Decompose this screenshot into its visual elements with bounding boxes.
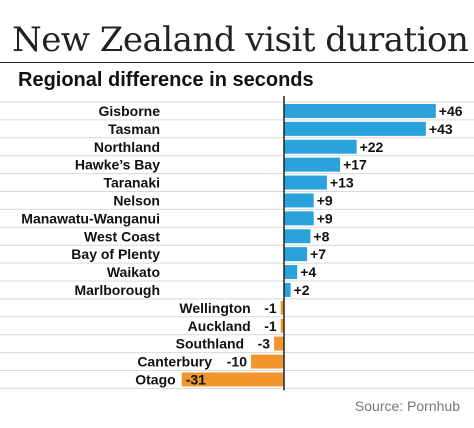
bar	[284, 247, 308, 262]
data-label: -1	[264, 300, 277, 316]
category-label: Southland	[176, 336, 244, 352]
bar	[251, 354, 284, 369]
category-label: Waikato	[107, 264, 160, 280]
bar	[284, 282, 291, 297]
data-label: +4	[300, 264, 316, 280]
bar	[284, 121, 426, 136]
chart-title: New Zealand visit duration	[12, 20, 469, 60]
category-label: Manawatu-Wanganui	[21, 210, 160, 226]
bar	[284, 211, 314, 226]
bar	[280, 300, 284, 315]
data-label: -10	[227, 354, 247, 370]
bar	[280, 318, 284, 333]
bar	[274, 336, 284, 351]
category-label: Hawke’s Bay	[75, 157, 160, 173]
category-label: Canterbury	[137, 354, 212, 370]
category-label: Auckland	[188, 318, 251, 334]
data-label: +46	[439, 103, 463, 119]
bar	[284, 193, 314, 208]
data-label: -31	[186, 371, 206, 387]
data-label: -1	[264, 318, 277, 334]
source-credit: Source: Pornhub	[354, 398, 460, 414]
bar	[284, 139, 357, 154]
data-label: +43	[429, 121, 453, 137]
data-label: +13	[330, 175, 354, 191]
data-label: +9	[317, 192, 333, 208]
bar	[284, 265, 298, 280]
data-label: +8	[313, 228, 329, 244]
category-label: Taranaki	[103, 175, 160, 191]
category-label: Bay of Plenty	[71, 246, 160, 262]
title-divider	[0, 62, 474, 63]
category-label: Otago	[135, 371, 175, 387]
data-label: +22	[360, 139, 384, 155]
bar-chart: Gisborne +46 Tasman +43 Northland +22 Hawke’s …	[0, 96, 474, 391]
bar	[284, 175, 327, 190]
bar	[284, 103, 436, 118]
bar	[181, 372, 284, 387]
data-label: +7	[310, 246, 326, 262]
chart-subtitle: Regional difference in seconds	[18, 69, 314, 91]
category-label: Nelson	[113, 192, 160, 208]
bar	[284, 229, 311, 244]
data-label: +2	[294, 282, 310, 298]
data-label: +9	[317, 210, 333, 226]
data-label: -3	[258, 336, 271, 352]
category-label: West Coast	[84, 228, 160, 244]
data-label: +17	[343, 157, 367, 173]
category-label: Northland	[94, 139, 160, 155]
category-label: Marlborough	[74, 282, 160, 298]
category-label: Tasman	[108, 121, 160, 137]
category-label: Wellington	[179, 300, 250, 316]
bar	[284, 157, 341, 172]
category-label: Gisborne	[99, 103, 161, 119]
